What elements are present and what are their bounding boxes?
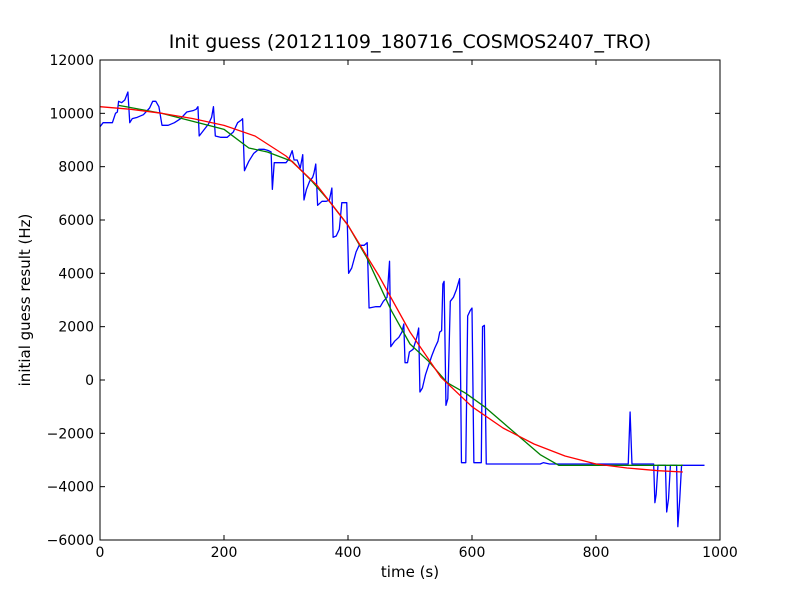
x-tick-label: 1000 (702, 545, 738, 561)
y-tick-label: 6000 (58, 213, 94, 229)
y-tick-label: −6000 (47, 533, 94, 549)
y-tick-label: 0 (85, 373, 94, 389)
y-tick-label: 12000 (49, 53, 94, 69)
x-tick-label: 600 (459, 545, 486, 561)
series-line-2 (118, 104, 683, 466)
y-tick-label: 8000 (58, 160, 94, 176)
x-tick-label: 0 (96, 545, 105, 561)
y-axis-label: initial guess result (Hz) (16, 214, 34, 387)
series-line-1 (100, 91, 705, 528)
plot-area: 0 200 400 600 800 1000 −6000 −4000 −2000 0 2000 400… (47, 53, 738, 561)
chart-title: Init guess (20121109_180716_COSMOS2407_T… (169, 31, 651, 53)
plot-frame (99, 59, 721, 541)
series-line-3 (100, 106, 683, 473)
x-axis-label: time (s) (381, 563, 439, 581)
y-tick-label: 10000 (49, 106, 94, 122)
x-tick-label: 400 (335, 545, 362, 561)
y-tick-label: 2000 (58, 320, 94, 336)
y-tick-label: 4000 (58, 266, 94, 282)
y-tick-label: −4000 (47, 480, 94, 496)
y-tick-label: −2000 (47, 426, 94, 442)
x-tick-label: 800 (583, 545, 610, 561)
x-tick-label: 200 (211, 545, 238, 561)
